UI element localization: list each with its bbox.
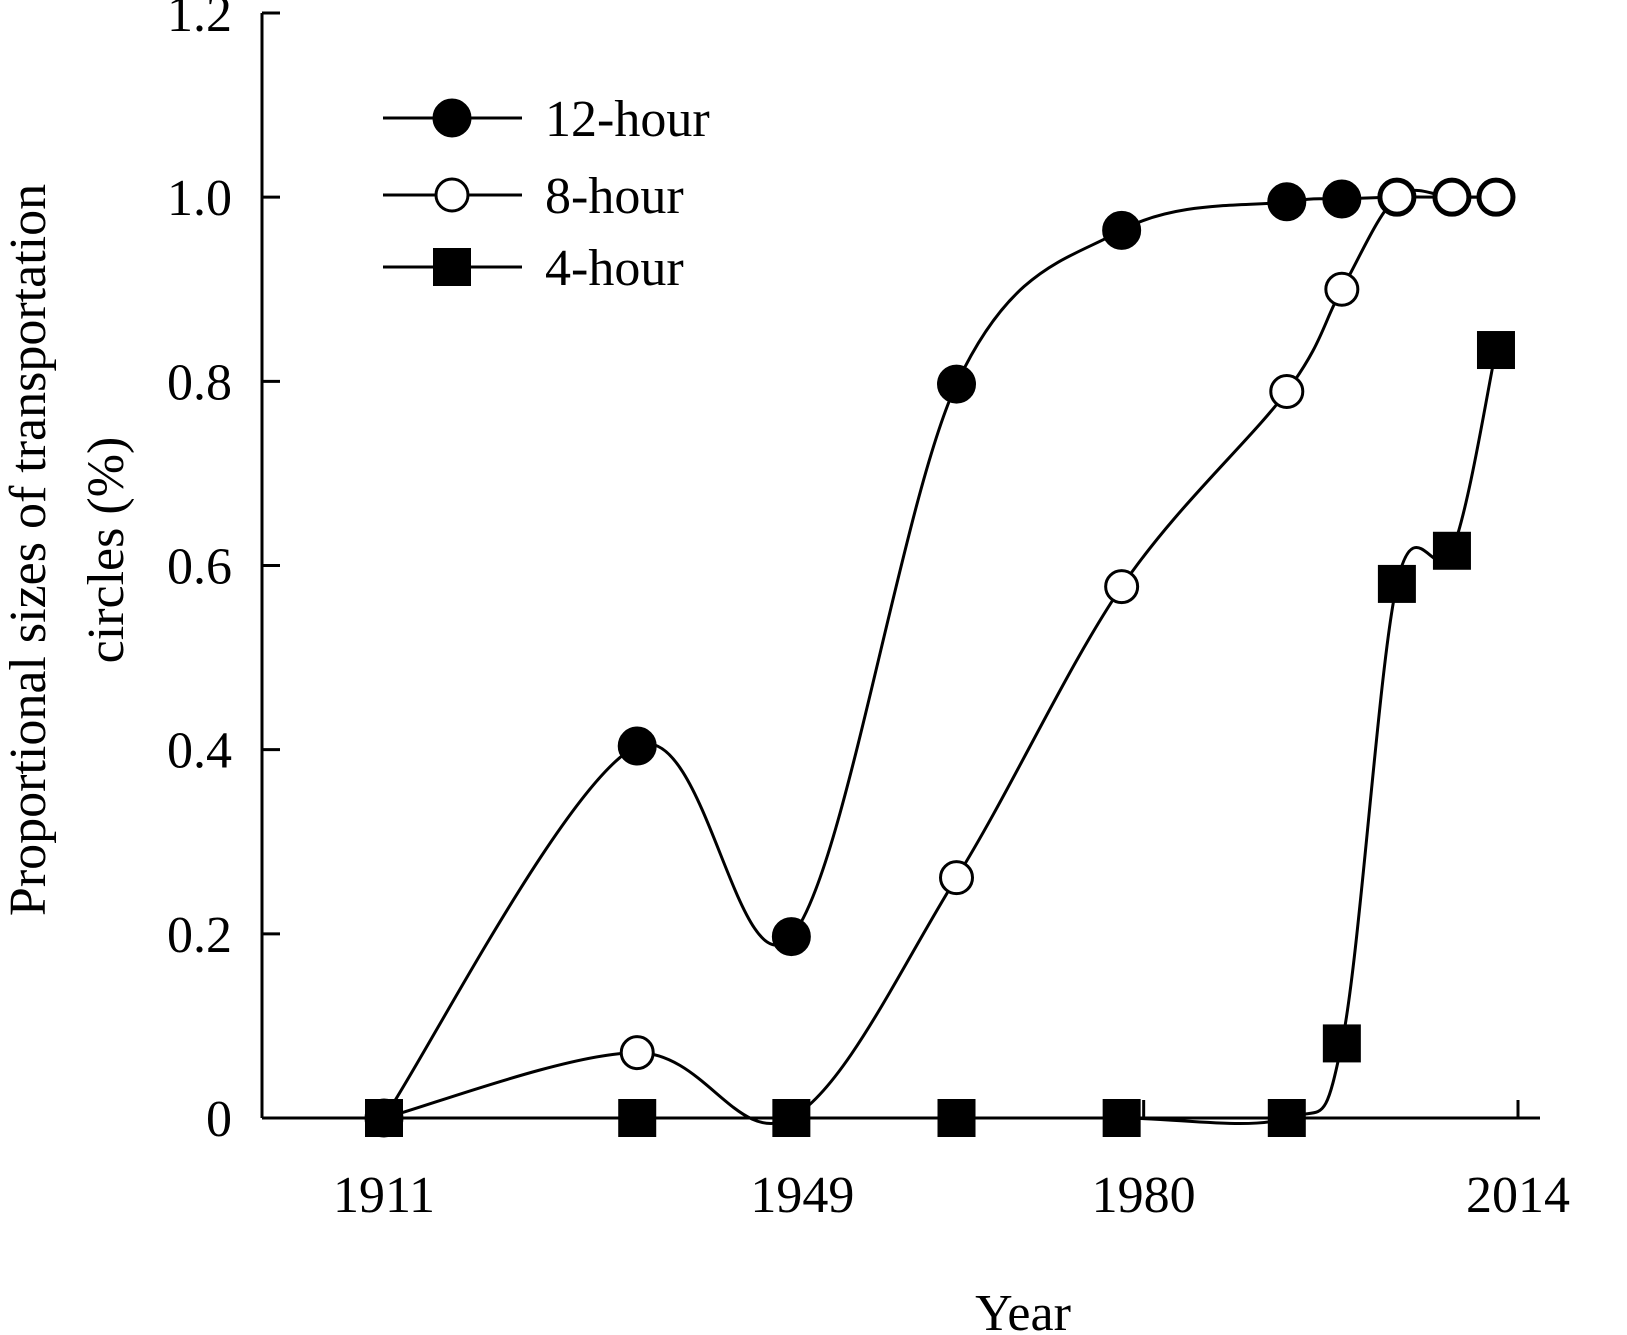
legend-label: 8-hour <box>545 168 684 225</box>
x-tick-label: 2014 <box>1466 1167 1570 1224</box>
data-point-8-hour <box>1379 179 1415 215</box>
data-point-4-hour <box>1102 1099 1141 1137</box>
y-tick-label: 0.8 <box>167 354 232 411</box>
legend-item-8-hour: 8-hour <box>383 168 684 225</box>
y-tick-label: 0.4 <box>167 723 232 780</box>
legend-label: 12-hour <box>545 91 710 148</box>
y-tick-label: 0.6 <box>167 539 232 596</box>
y-axis-title-line2: circles (%) <box>78 437 135 664</box>
legend-item-12-hour: 12-hour <box>383 91 710 148</box>
legend-marker <box>434 177 470 213</box>
data-point-4-hour <box>1432 531 1471 570</box>
legend: 12-hour 8-hour 4-hour <box>383 91 710 297</box>
y-tick-label: 1.0 <box>167 170 232 227</box>
data-point-8-hour <box>1478 179 1514 215</box>
data-point-12-hour <box>1322 179 1362 219</box>
data-point-4-hour <box>618 1099 657 1137</box>
data-point-4-hour <box>937 1099 976 1137</box>
data-point-4-hour <box>1377 564 1416 603</box>
data-point-4-hour <box>1322 1024 1361 1063</box>
series-lines <box>382 188 1498 1126</box>
data-point-4-hour <box>772 1099 811 1137</box>
legend-marker <box>433 248 471 286</box>
legend-marker <box>432 98 472 138</box>
data-point-4-hour <box>1267 1099 1306 1137</box>
y-axis-title-line1: Proportional sizes of transportation <box>0 184 57 916</box>
x-tick-label: 1980 <box>1092 1167 1196 1224</box>
data-point-12-hour <box>1102 210 1142 250</box>
y-tick-label: 1.2 <box>167 0 232 43</box>
series-line-12-hour <box>382 195 1496 1119</box>
data-point-8-hour <box>619 1035 655 1071</box>
data-point-8-hour <box>1104 569 1140 605</box>
series-markers <box>364 177 1516 1138</box>
x-tick-label: 1949 <box>750 1167 854 1224</box>
data-point-4-hour <box>1476 331 1515 370</box>
series-line-8-hour <box>383 188 1496 1126</box>
data-point-12-hour <box>771 917 811 957</box>
data-point-8-hour <box>1324 271 1360 307</box>
data-point-8-hour <box>1269 373 1305 409</box>
y-tick-label: 0 <box>206 1091 232 1148</box>
x-tick-label: 1911 <box>333 1167 435 1224</box>
data-point-4-hour <box>365 1099 403 1137</box>
x-axis-title: Year <box>975 1285 1071 1335</box>
legend-label: 4-hour <box>545 240 684 297</box>
data-point-12-hour <box>937 364 977 404</box>
data-point-12-hour <box>1267 182 1307 222</box>
series-line-4-hour <box>383 349 1498 1125</box>
axes: 0 0.2 0.4 0.6 0.8 1.0 1.2 1911 1949 1980 2014 <box>167 0 1570 1224</box>
data-point-8-hour <box>939 860 975 896</box>
legend-item-4-hour: 4-hour <box>383 240 684 297</box>
y-tick-label: 0.2 <box>167 907 232 964</box>
data-point-12-hour <box>617 726 657 766</box>
data-point-8-hour <box>1434 179 1470 215</box>
